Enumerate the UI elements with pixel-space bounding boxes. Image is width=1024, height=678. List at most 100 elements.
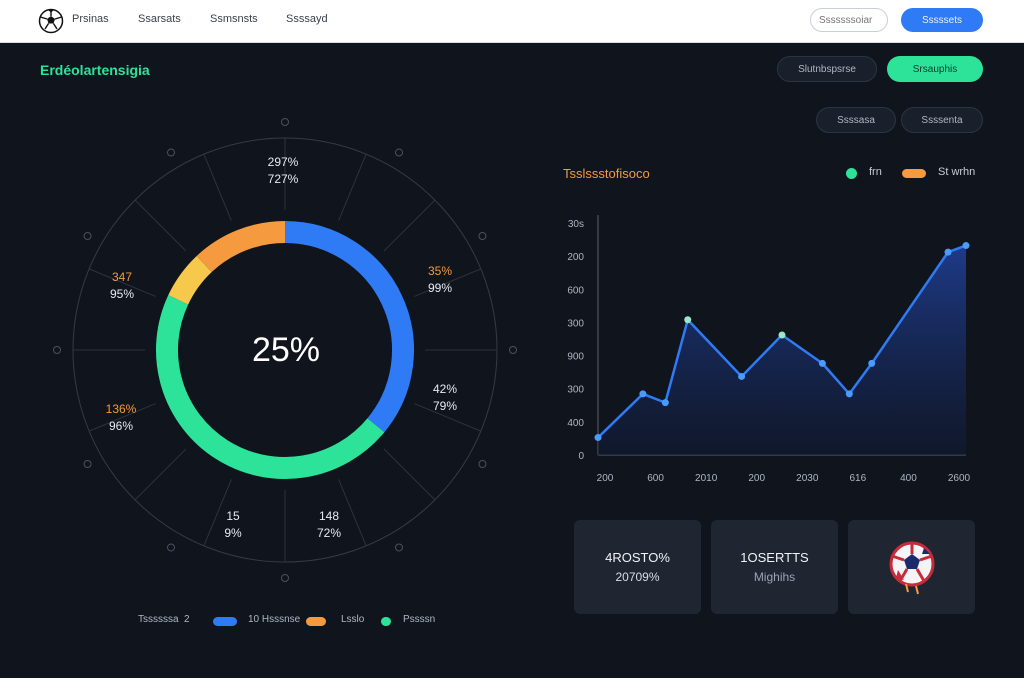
radial-guide-line	[203, 479, 232, 547]
guide-marker	[281, 574, 289, 582]
x-tick-label: 600	[647, 473, 664, 484]
guide-marker	[509, 346, 517, 354]
guide-marker	[395, 148, 403, 157]
radial-guides	[53, 118, 517, 582]
radial-guide-line	[134, 448, 187, 501]
radial-guide-line	[134, 199, 187, 252]
donut-label-7-bottom: 95%	[109, 287, 135, 301]
line-chart-title: Tsslssstofisoco	[563, 166, 650, 181]
data-point[interactable]	[845, 390, 853, 398]
guide-marker	[53, 346, 61, 354]
donut-label-4-bottom: 72%	[316, 526, 342, 540]
donut-chart	[53, 118, 517, 582]
soccer-ball-icon	[889, 541, 935, 595]
x-tick-label: 400	[900, 473, 917, 484]
stat-card-3[interactable]	[848, 520, 975, 614]
y-tick-label: 400	[567, 418, 584, 429]
filter-button-1[interactable]: Ssssasa	[816, 107, 896, 133]
stat-card-1-value: 4ROSTO%	[605, 550, 670, 565]
donut-label-4-top: 148	[318, 509, 340, 523]
donut-segment-yellow[interactable]	[168, 255, 213, 305]
donut-segment-orange[interactable]	[196, 221, 286, 273]
donut-label-6-bottom: 96%	[108, 419, 134, 433]
page-title: Erdéolartensigia	[40, 62, 150, 78]
radial-guide-line	[414, 403, 482, 432]
line-chart: 30s 200 600 300 900 300 400 0 200 600 2010 200 2030…	[567, 215, 971, 484]
nav-item-home[interactable]: Prsinas	[72, 13, 109, 25]
stat-card-2-sub: Mighihs	[753, 570, 796, 584]
line-legend-label-1[interactable]: frn	[869, 166, 882, 178]
y-tick-label: 900	[567, 352, 584, 363]
header-button-2[interactable]: Srsauphis	[887, 56, 983, 82]
stat-card-1-sub: 20709%	[615, 570, 660, 584]
x-tick-label: 200	[597, 473, 614, 484]
legend-swatch-blue	[213, 617, 237, 626]
donut-segment-green[interactable]	[156, 295, 385, 479]
guide-marker	[281, 118, 289, 126]
data-point[interactable]	[962, 242, 970, 250]
x-tick-label: 2600	[948, 473, 971, 484]
donut-label-2-bottom: 99%	[427, 281, 453, 295]
line-legend-label-2[interactable]: St wrhn	[938, 166, 976, 178]
primary-action-button[interactable]: Sssssets	[901, 8, 983, 32]
radial-guide-line	[383, 448, 436, 501]
donut-label-7-top: 347	[111, 270, 133, 284]
donut-label-2: 35% 99%	[415, 263, 465, 297]
legend-prefix-number: 2	[184, 614, 190, 625]
donut-label-3: 42% 79%	[420, 381, 470, 415]
legend-prefix: Tssssssa	[138, 614, 179, 625]
legend-label-3[interactable]: Pssssn	[403, 614, 436, 625]
header-button-1[interactable]: Slutnbspsrse	[777, 56, 877, 82]
x-tick-label: 2030	[796, 473, 819, 484]
data-point[interactable]	[818, 359, 826, 367]
data-point[interactable]	[778, 331, 786, 339]
radial-guide-line	[338, 479, 367, 547]
line-legend-dot-1	[846, 168, 857, 179]
radial-guide-line	[88, 268, 156, 297]
donut-label-1: 297% 727%	[258, 154, 308, 188]
y-tick-label: 300	[567, 318, 584, 329]
legend-label-2[interactable]: Lsslo	[341, 614, 365, 625]
legend-label-1[interactable]: 10 Hsssnse	[248, 614, 301, 625]
line-chart-y-ticks: 30s 200 600 300 900 300 400 0	[567, 219, 584, 462]
donut-segment-blue[interactable]	[284, 221, 414, 433]
guide-marker	[478, 460, 487, 468]
donut-label-6-top: 136%	[105, 402, 137, 416]
donut-label-5: 15 9%	[208, 508, 258, 542]
radial-guide-line	[203, 153, 232, 221]
x-tick-label: 200	[748, 473, 765, 484]
data-point[interactable]	[944, 248, 952, 256]
donut-label-3-bottom: 79%	[432, 399, 458, 413]
nav-item-4[interactable]: Ssssayd	[286, 13, 328, 25]
stat-card-1[interactable]: 4ROSTO% 20709%	[574, 520, 701, 614]
line-legend-swatch-2	[902, 169, 926, 178]
donut-label-6: 136% 96%	[96, 401, 146, 435]
donut-label-4: 148 72%	[304, 508, 354, 542]
data-point[interactable]	[639, 390, 647, 398]
donut-label-5-top: 15	[226, 509, 240, 523]
soccer-ball-icon[interactable]	[38, 8, 64, 34]
data-point[interactable]	[868, 359, 876, 367]
data-point[interactable]	[684, 316, 692, 324]
area-fill	[598, 245, 966, 455]
top-nav: Prsinas Ssarsats Ssmsnsts Ssssayd Ssssse…	[0, 0, 1024, 43]
data-point[interactable]	[661, 399, 669, 407]
line-chart-series	[594, 242, 970, 455]
donut-label-3-top: 42%	[432, 382, 458, 396]
radial-guide-line	[383, 199, 436, 252]
guide-marker	[478, 232, 487, 240]
y-tick-label: 0	[578, 451, 584, 462]
donut-label-1-bottom: 727%	[267, 172, 299, 186]
data-point[interactable]	[594, 434, 602, 442]
data-point[interactable]	[738, 372, 746, 380]
donut-label-1-top: 297%	[267, 155, 299, 169]
nav-item-2[interactable]: Ssarsats	[138, 13, 181, 25]
y-tick-label: 600	[567, 285, 584, 296]
y-tick-label: 300	[567, 385, 584, 396]
stat-card-2[interactable]: 1OSERTTS Mighihs	[711, 520, 838, 614]
guide-marker	[167, 543, 175, 552]
nav-item-3[interactable]: Ssmsnsts	[210, 13, 258, 25]
search-input[interactable]	[810, 8, 888, 32]
guide-marker	[83, 232, 92, 240]
filter-button-2[interactable]: Ssssenta	[901, 107, 983, 133]
